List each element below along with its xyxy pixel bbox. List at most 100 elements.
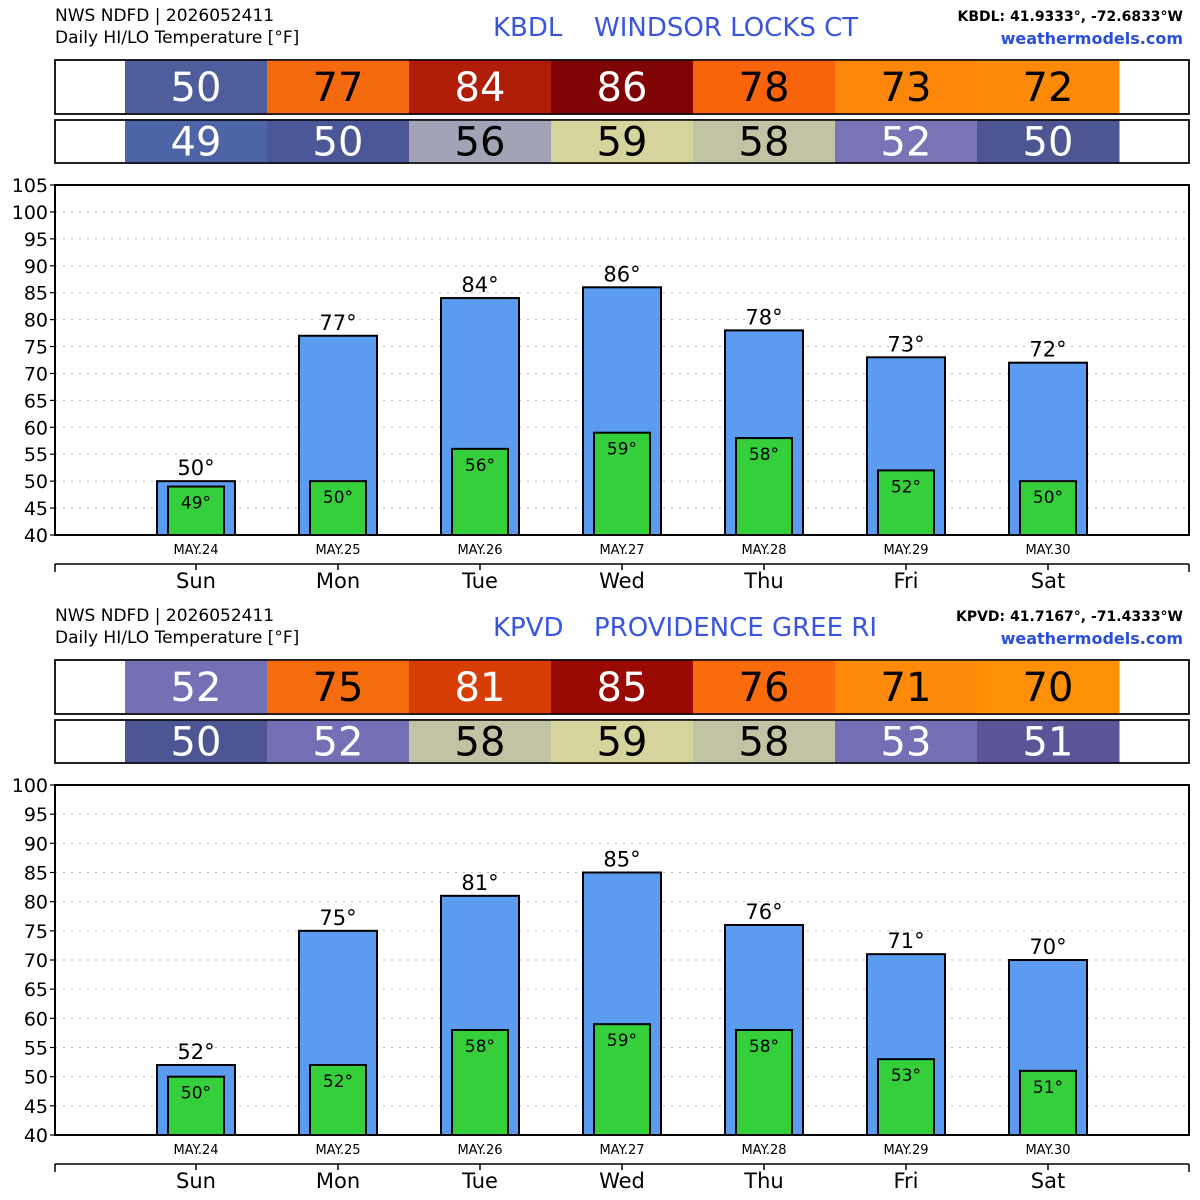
date-label: MAY.25 bbox=[315, 1143, 360, 1158]
hi-strip-value: 77 bbox=[313, 65, 364, 111]
station-name: WINDSOR LOCKS CT bbox=[594, 13, 858, 43]
y-tick-label: 45 bbox=[24, 1096, 48, 1118]
station-id: KPVD bbox=[493, 613, 564, 643]
hi-cell-sat bbox=[977, 660, 1120, 714]
day-label: Sun bbox=[176, 569, 216, 593]
hi-strip-value: 86 bbox=[597, 65, 648, 111]
hi-strip-value: 85 bbox=[597, 665, 648, 711]
y-tick-label: 80 bbox=[24, 310, 48, 332]
hi-bar-label: 77° bbox=[319, 311, 356, 335]
y-tick-label: 105 bbox=[12, 175, 48, 197]
date-label: MAY.24 bbox=[173, 1143, 218, 1158]
hi-bar-label: 85° bbox=[603, 848, 640, 872]
y-tick-label: 100 bbox=[12, 775, 48, 797]
y-tick-label: 90 bbox=[24, 256, 48, 278]
hi-bar-label: 84° bbox=[461, 273, 498, 297]
hi-strip-border bbox=[54, 659, 1190, 715]
y-tick-label: 95 bbox=[24, 804, 48, 826]
lo-bar-mon bbox=[309, 1064, 367, 1136]
lo-bar-label: 59° bbox=[607, 440, 637, 460]
lo-bar-thu bbox=[735, 437, 793, 537]
day-label: Wed bbox=[599, 569, 645, 593]
y-tick-label: 45 bbox=[24, 498, 48, 520]
lo-cell-sun bbox=[125, 720, 268, 763]
date-label: MAY.28 bbox=[741, 543, 786, 558]
day-label: Sat bbox=[1031, 1169, 1065, 1193]
hi-strip-value: 71 bbox=[881, 665, 932, 711]
lo-strip-value: 50 bbox=[1023, 120, 1074, 166]
lo-cell-thu bbox=[693, 120, 836, 163]
hi-strip-value: 78 bbox=[739, 65, 790, 111]
hi-bar-label: 76° bbox=[745, 900, 782, 924]
hi-bar-label: 71° bbox=[887, 929, 924, 953]
y-tick-label: 65 bbox=[24, 979, 48, 1001]
hi-strip-value: 52 bbox=[171, 665, 222, 711]
hi-strip-value: 75 bbox=[313, 665, 364, 711]
lo-bar-label: 51° bbox=[1033, 1078, 1063, 1098]
lo-bar-mon bbox=[309, 480, 367, 536]
hi-strip-value: 73 bbox=[881, 65, 932, 111]
hi-bar-label: 86° bbox=[603, 262, 640, 286]
day-label: Thu bbox=[743, 1169, 783, 1193]
hi-cell-sun bbox=[125, 60, 268, 114]
lo-bar-label: 49° bbox=[181, 494, 211, 514]
hi-cell-wed bbox=[551, 60, 694, 114]
hi-bar-label: 78° bbox=[745, 305, 782, 329]
lo-bar-sat bbox=[1019, 480, 1077, 536]
y-tick-label: 55 bbox=[24, 1038, 48, 1060]
hi-cell-wed bbox=[551, 660, 694, 714]
plot-border bbox=[54, 184, 1190, 536]
lo-bar-label: 52° bbox=[891, 477, 921, 497]
hi-bar-label: 72° bbox=[1029, 338, 1066, 362]
hi-cell-thu bbox=[693, 60, 836, 114]
date-label: MAY.27 bbox=[599, 543, 644, 558]
day-label: Tue bbox=[461, 569, 498, 593]
lo-bar-thu bbox=[735, 1029, 793, 1136]
day-label: Tue bbox=[461, 1169, 498, 1193]
y-tick-label: 70 bbox=[24, 950, 48, 972]
hi-bar-label: 75° bbox=[319, 906, 356, 930]
chart-subtitle: Daily HI/LO Temperature [°F] bbox=[55, 628, 299, 648]
lo-cell-tue bbox=[409, 120, 552, 163]
lo-strip-value: 50 bbox=[171, 720, 222, 766]
hi-cell-sun bbox=[125, 660, 268, 714]
date-label: MAY.26 bbox=[457, 543, 502, 558]
lo-strip-value: 59 bbox=[597, 120, 648, 166]
hi-bar-label: 73° bbox=[887, 332, 924, 356]
lo-bar-tue bbox=[451, 1029, 509, 1136]
hi-strip-value: 81 bbox=[455, 665, 506, 711]
day-label: Wed bbox=[599, 1169, 645, 1193]
y-tick-label: 65 bbox=[24, 390, 48, 412]
lo-cell-wed bbox=[551, 120, 694, 163]
y-tick-label: 60 bbox=[24, 1008, 48, 1030]
lo-bar-label: 50° bbox=[323, 488, 353, 508]
y-tick-label: 50 bbox=[24, 1067, 48, 1089]
date-label: MAY.29 bbox=[883, 543, 928, 558]
lo-strip-value: 58 bbox=[739, 720, 790, 766]
y-tick-label: 60 bbox=[24, 417, 48, 439]
y-tick-label: 40 bbox=[24, 1125, 48, 1147]
lo-bar-label: 58° bbox=[465, 1037, 495, 1057]
hi-cell-mon bbox=[267, 60, 410, 114]
lo-strip-border bbox=[54, 119, 1190, 164]
day-label: Sun bbox=[176, 1169, 216, 1193]
date-label: MAY.26 bbox=[457, 1143, 502, 1158]
lo-cell-thu bbox=[693, 720, 836, 763]
day-label: Sat bbox=[1031, 569, 1065, 593]
station-id: KBDL bbox=[493, 13, 563, 43]
lo-bar-label: 58° bbox=[749, 1037, 779, 1057]
lo-cell-sun bbox=[125, 120, 268, 163]
lo-bar-label: 50° bbox=[181, 1084, 211, 1104]
website-link: weathermodels.com bbox=[1001, 29, 1183, 48]
day-label: Mon bbox=[316, 569, 360, 593]
hi-cell-sat bbox=[977, 60, 1120, 114]
hi-strip-value: 72 bbox=[1023, 65, 1074, 111]
lo-bar-label: 56° bbox=[465, 456, 495, 476]
lo-strip-value: 59 bbox=[597, 720, 648, 766]
lo-strip-value: 58 bbox=[455, 720, 506, 766]
lo-bar-sun bbox=[167, 485, 225, 536]
lo-bar-sun bbox=[167, 1075, 225, 1136]
lo-strip-value: 52 bbox=[881, 120, 932, 166]
